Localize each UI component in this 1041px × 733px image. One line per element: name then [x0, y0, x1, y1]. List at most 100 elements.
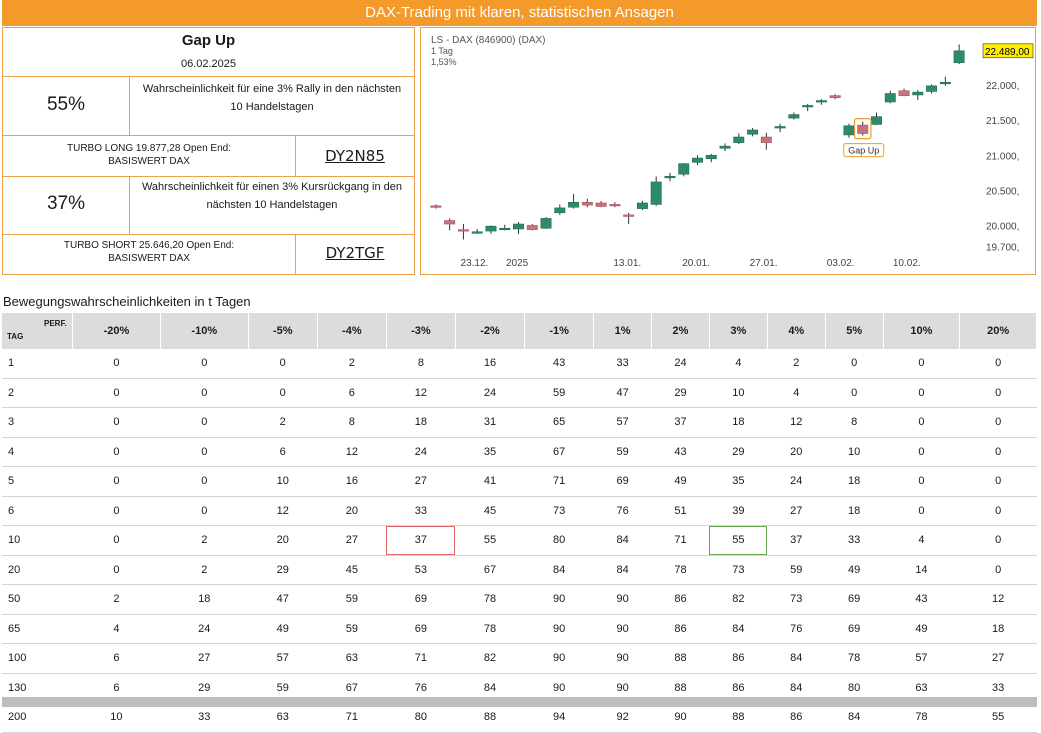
probability-cell: 37	[651, 407, 710, 438]
probability-cell: 82	[455, 643, 525, 674]
probability-cell: 35	[709, 466, 768, 497]
candle-body	[760, 136, 772, 143]
corner-tag-label: TAG	[7, 332, 24, 341]
candle-body	[485, 225, 497, 232]
probability-cell: 27	[386, 466, 456, 497]
rally-row: 55% Wahrscheinlichkeit für eine 3% Rally…	[3, 77, 414, 136]
probability-cell: 24	[651, 349, 710, 379]
probability-cell: 0	[72, 555, 161, 585]
turbo-short-wkn[interactable]: DY2TGF	[325, 244, 385, 262]
probability-cell: 55	[455, 525, 525, 556]
x-tick-label: 13.01.	[613, 258, 641, 269]
row-tag-cell: 50	[2, 584, 73, 615]
turbo-long-name: TURBO LONG 19.877,28 Open End:	[67, 143, 231, 154]
probability-cell: 0	[248, 378, 318, 408]
probability-cell: 84	[524, 555, 594, 585]
probability-cell: 65	[524, 407, 594, 438]
signal-date: 06.02.2025	[180, 58, 237, 70]
probability-cell: 27	[767, 496, 826, 526]
probability-table: PERF. TAG -20% -10% -5% -4% -3% -2% -1% 1% 2% 3% 4…	[2, 313, 1037, 733]
probability-cell: 90	[593, 584, 652, 615]
probability-cell: 49	[825, 555, 884, 585]
probability-cell: 0	[959, 555, 1037, 585]
candle-body	[554, 207, 566, 214]
probability-cell: 35	[455, 437, 525, 467]
probability-cell: 78	[651, 555, 710, 585]
probability-cell: 0	[959, 437, 1037, 467]
probability-cell: 0	[825, 378, 884, 408]
probability-cell: 18	[160, 584, 249, 615]
table-row: 4 0 0 6 12 24 35 67 59 43 29 20 10 0 0	[2, 437, 1037, 467]
probability-cell: 0	[248, 349, 318, 379]
probability-cell: 0	[883, 378, 960, 408]
probability-cell: 86	[709, 643, 768, 674]
probability-cell: 10	[709, 378, 768, 408]
x-tick-label: 2025	[506, 258, 529, 269]
probability-cell: 69	[386, 614, 456, 644]
candle-body	[774, 126, 786, 129]
probability-cell: 43	[524, 349, 594, 379]
probability-cell: 37	[386, 525, 456, 556]
probability-cell: 0	[959, 466, 1037, 497]
drop-description-line1: Wahrscheinlichkeit für einen 3% Kursrück…	[141, 181, 403, 193]
turbo-short-row: TURBO SHORT 25.646,20 Open End: BASISWER…	[3, 235, 414, 274]
probability-cell: 37	[767, 525, 826, 556]
probability-cell: 14	[883, 555, 960, 585]
candle-body	[650, 181, 662, 205]
probability-cell: 45	[317, 555, 387, 585]
probability-cell: 29	[651, 378, 710, 408]
probability-cell: 6	[248, 437, 318, 467]
probability-cell: 2	[72, 584, 161, 615]
probability-cell: 49	[248, 614, 318, 644]
probability-cell: 59	[317, 614, 387, 644]
probability-cell: 8	[386, 349, 456, 379]
footer-bar	[2, 697, 1037, 707]
probability-cell: 10	[248, 466, 318, 497]
column-header: 1%	[593, 313, 653, 349]
probability-cell: 24	[767, 466, 826, 497]
probability-cell: 49	[651, 466, 710, 497]
corner-perf-label: PERF.	[44, 319, 67, 328]
probability-cell: 12	[317, 437, 387, 467]
row-tag-cell: 3	[2, 407, 73, 438]
probability-cell: 20	[317, 496, 387, 526]
candle-body	[898, 90, 910, 96]
probability-cell: 73	[524, 496, 594, 526]
probability-cell: 0	[959, 378, 1037, 408]
probability-cell: 31	[455, 407, 525, 438]
probability-cell: 0	[72, 437, 161, 467]
probability-cell: 47	[248, 584, 318, 615]
candle-body	[802, 105, 814, 108]
chart-header-instrument: LS - DAX (846900) (DAX)	[431, 35, 546, 46]
probability-cell: 12	[386, 378, 456, 408]
probability-cell: 16	[455, 349, 525, 379]
x-tick-label: 10.02.	[893, 258, 921, 269]
probability-cell: 33	[825, 525, 884, 556]
column-header: 20%	[959, 313, 1037, 349]
x-tick-label: 23.12.	[461, 258, 489, 269]
table-header-row: PERF. TAG -20% -10% -5% -4% -3% -2% -1% 1% 2% 3% 4…	[2, 313, 1037, 349]
table-row: 2 0 0 0 6 12 24 59 47 29 10 4 0 0 0	[2, 378, 1037, 408]
signal-title: Gap Up	[181, 32, 236, 49]
candle-body	[692, 157, 703, 163]
probability-cell: 55	[709, 525, 768, 556]
probability-cell: 63	[317, 643, 387, 674]
probability-cell: 29	[248, 555, 318, 585]
probability-cell: 24	[455, 378, 525, 408]
probability-cell: 69	[386, 584, 456, 615]
row-tag-cell: 4	[2, 437, 73, 467]
row-tag-cell: 1	[2, 349, 73, 379]
probability-cell: 67	[524, 437, 594, 467]
table-title: Bewegungswahrscheinlichkeiten in t Tagen	[3, 294, 251, 309]
turbo-long-wkn[interactable]: DY2N85	[325, 147, 385, 165]
column-header: 10%	[883, 313, 961, 349]
candle-body	[939, 82, 951, 85]
probability-cell: 57	[593, 407, 652, 438]
candle-body	[953, 50, 965, 63]
probability-cell: 69	[593, 466, 652, 497]
probability-cell: 18	[825, 466, 884, 497]
signal-header: Gap Up 06.02.2025	[3, 28, 414, 77]
probability-cell: 6	[72, 643, 161, 674]
candle-body	[815, 100, 827, 103]
table-row: 100 6 27 57 63 71 82 90 90 88 86 84 78 57 27	[2, 643, 1037, 674]
